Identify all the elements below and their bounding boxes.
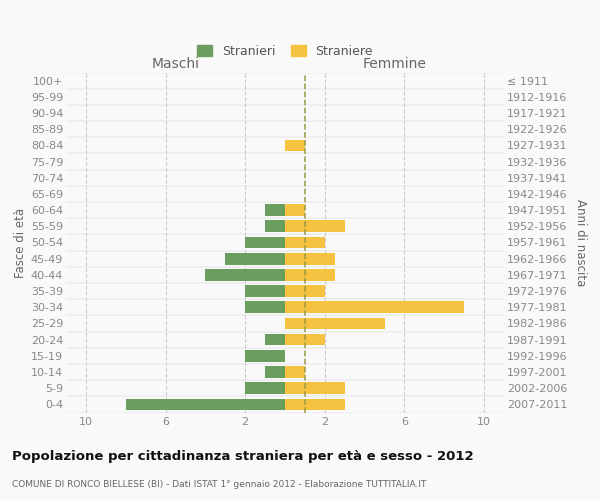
Bar — [285, 220, 345, 232]
Y-axis label: Anni di nascita: Anni di nascita — [574, 199, 587, 286]
Bar — [285, 285, 325, 297]
Bar — [245, 302, 285, 313]
Bar — [205, 269, 285, 280]
Bar — [285, 302, 464, 313]
Bar — [285, 204, 305, 216]
Bar — [285, 318, 385, 330]
Bar — [265, 334, 285, 345]
Bar — [245, 285, 285, 297]
Bar — [285, 140, 305, 151]
Bar — [245, 382, 285, 394]
Bar — [285, 398, 345, 410]
Y-axis label: Fasce di età: Fasce di età — [14, 208, 26, 278]
Bar — [265, 220, 285, 232]
Text: Maschi: Maschi — [151, 57, 199, 71]
Bar — [285, 382, 345, 394]
Bar — [245, 350, 285, 362]
Bar — [285, 269, 335, 280]
Legend: Stranieri, Straniere: Stranieri, Straniere — [192, 40, 378, 62]
Text: Popolazione per cittadinanza straniera per età e sesso - 2012: Popolazione per cittadinanza straniera p… — [12, 450, 473, 463]
Bar — [225, 253, 285, 264]
Text: Femmine: Femmine — [362, 57, 427, 71]
Bar — [245, 236, 285, 248]
Bar — [285, 253, 335, 264]
Bar — [285, 366, 305, 378]
Bar — [265, 204, 285, 216]
Bar — [285, 334, 325, 345]
Bar — [126, 398, 285, 410]
Bar — [285, 236, 325, 248]
Bar — [265, 366, 285, 378]
Text: COMUNE DI RONCO BIELLESE (BI) - Dati ISTAT 1° gennaio 2012 - Elaborazione TUTTIT: COMUNE DI RONCO BIELLESE (BI) - Dati IST… — [12, 480, 427, 489]
